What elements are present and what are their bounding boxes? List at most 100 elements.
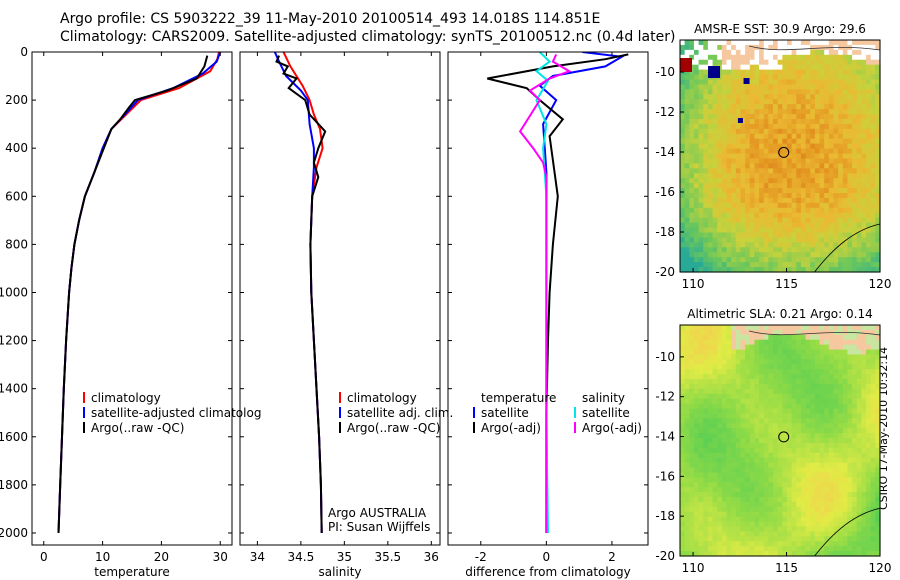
sst_map-cell (782, 148, 788, 155)
sla_map-cell (838, 541, 844, 547)
sst_map-cell (856, 257, 862, 263)
sla_map-cell (838, 344, 844, 351)
sla_map-cell (777, 359, 783, 365)
sst_map-cell (791, 59, 797, 66)
sla_map-cell (838, 511, 844, 518)
sla_map-cell (726, 334, 732, 341)
sla_map-cell (698, 452, 704, 459)
sst_map-cell (852, 94, 858, 100)
diff-legend-salinity-label: Argo(-adj) (582, 421, 642, 435)
sla_map-cell (828, 344, 835, 351)
sst_map-cell (693, 109, 700, 115)
sla_map-cell (819, 423, 825, 429)
sla_map-cell (721, 516, 728, 523)
sla_map-cell (763, 497, 769, 503)
sst_map-cell (712, 133, 718, 140)
sst_map-cell (852, 74, 858, 81)
sla_map-cell (759, 329, 765, 336)
sst_map-cell (819, 193, 825, 199)
sst_map-cell (796, 202, 802, 209)
sst_map-cell (689, 153, 695, 160)
sla_map-cell (856, 379, 862, 385)
sla_map-cell (707, 462, 714, 469)
sst_map-cell (717, 212, 723, 219)
sla_map-cell (875, 487, 881, 493)
sla_map-cell (680, 418, 686, 424)
sst_map-cell (703, 262, 709, 268)
sst_map-cell (800, 217, 807, 224)
sst_map-cell (828, 257, 835, 263)
sst_map-cell (754, 178, 760, 184)
sst_map-cell (763, 207, 769, 214)
sst_map-cell (861, 148, 867, 155)
sla_map-cell (707, 329, 714, 336)
sla_map-cell (773, 457, 779, 464)
sst_map-cell (800, 123, 807, 130)
sst_map-cell (763, 232, 769, 239)
sst_map-cell (824, 123, 830, 130)
sla_map-cell (731, 462, 737, 469)
sst_map-cell (698, 123, 704, 130)
sla_map-cell (875, 383, 881, 390)
sla_map-cell (693, 349, 700, 356)
sla_map-cell (870, 516, 876, 523)
sla_map-cell (796, 551, 802, 557)
sla_map-cell (726, 536, 732, 542)
sla_map-cell (828, 418, 835, 424)
sla_map-cell (740, 339, 746, 346)
sst_map-cell (824, 232, 830, 239)
sst_map-cell (852, 84, 858, 90)
sla_map-cell (852, 506, 858, 513)
sst_map-cell (768, 44, 774, 51)
sst_map-cell (866, 247, 872, 253)
sla_map-cell (866, 359, 872, 365)
sla_map-cell (703, 447, 709, 454)
sla_map-cell (791, 482, 797, 488)
sst_map-cell (838, 69, 844, 76)
sla_map-cell (805, 418, 811, 424)
sst_map-cell (810, 143, 816, 150)
sla_map-cell (754, 457, 760, 464)
sla_map-cell (852, 408, 858, 415)
sst_map-cell (833, 79, 839, 86)
sla_map-cell (805, 438, 811, 444)
sla_map-cell (786, 418, 793, 424)
sla_map-cell (717, 492, 723, 498)
sla_map-cell (786, 541, 793, 547)
sst_map-cell (796, 168, 802, 174)
sst_map-cell (777, 89, 783, 95)
sst_map-cell (689, 109, 695, 115)
sla_map-cell (707, 501, 714, 508)
sla_map-cell (721, 452, 728, 459)
sla_map-cell (805, 334, 811, 341)
sst_map-cell (782, 153, 788, 160)
sst_map-cell (698, 44, 704, 51)
sla_map-cell (833, 467, 839, 474)
sla_map-cell (735, 477, 742, 483)
sst_map-cell (726, 69, 732, 76)
sst_map-cell (717, 183, 723, 189)
sst_map-cell (866, 212, 872, 219)
sst_map-cell (777, 212, 783, 219)
sla_map-cell (824, 334, 830, 341)
sst_map-cell (838, 153, 844, 160)
sla_map-cell (717, 482, 723, 488)
sla_map-cell (773, 379, 779, 385)
sst_map-cell (731, 49, 737, 56)
sst_map-cell (684, 232, 690, 239)
sst_map-cell (828, 109, 835, 115)
sla_map-cell (805, 526, 811, 533)
sla_map-cell (740, 408, 746, 415)
sst_map-cell (833, 232, 839, 239)
sst_map-cell (824, 99, 830, 105)
sst_map-cell (693, 143, 700, 150)
sst_map-cell (726, 242, 732, 248)
sla_map-cell (745, 379, 751, 385)
sst_map-cell (731, 99, 737, 105)
sst_map-cell (754, 109, 760, 115)
sla_map-cell (726, 325, 732, 331)
sla_map-cell (749, 551, 756, 557)
sla_map-cell (838, 536, 844, 542)
sst_map-cell (805, 188, 811, 194)
sla_map-cell (852, 354, 858, 360)
